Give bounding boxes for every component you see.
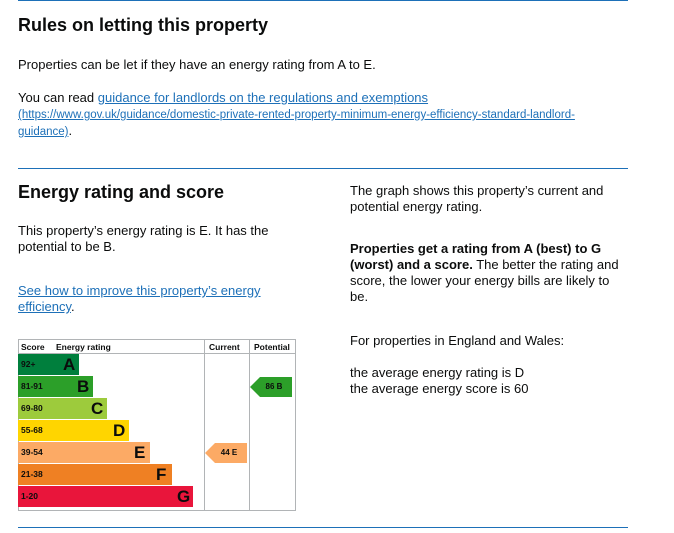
- energy-heading: Energy rating and score: [18, 182, 225, 202]
- band-bar-e: [50, 442, 150, 463]
- potential-rating-arrow: 86 B: [250, 377, 292, 397]
- rating-explanation: Properties get a rating from A (best) to…: [350, 241, 620, 305]
- guidance-suffix: .: [68, 123, 73, 138]
- band-letter-g: G: [177, 487, 191, 506]
- chart-header-divider: [18, 353, 296, 354]
- band-letter-c: C: [91, 399, 104, 418]
- guidance-url-line2[interactable]: guidance): [18, 126, 69, 138]
- guidance-prefix: You can read: [18, 90, 98, 105]
- band-bar-g: [50, 486, 193, 507]
- band-score-e: 39-54: [18, 442, 50, 463]
- band-letter-f: F: [156, 465, 167, 484]
- header-current: Current: [209, 342, 240, 352]
- header-score: Score: [21, 342, 45, 352]
- band-bar-f: [50, 464, 172, 485]
- band-bar-d: [50, 420, 129, 441]
- band-score-f: 21-38: [18, 464, 50, 485]
- guidance-url-line1[interactable]: (https://www.gov.uk/guidance/domestic-pr…: [18, 109, 575, 121]
- top-divider: [18, 0, 628, 1]
- band-score-c: 69-80: [18, 398, 50, 419]
- band-score-a: 92+: [18, 354, 50, 375]
- improve-suffix: .: [71, 299, 75, 314]
- rules-heading: Rules on letting this property: [18, 15, 269, 35]
- improve-paragraph: See how to improve this property’s energ…: [18, 283, 293, 315]
- average-score: the average energy score is 60: [350, 381, 529, 396]
- middle-divider: [18, 168, 628, 169]
- rating-explanation-bold: Properties get a rating from A (best) to…: [350, 241, 602, 272]
- region-text: For properties in England and Wales:: [350, 333, 565, 348]
- rules-paragraph: Properties can be let if they have an en…: [18, 57, 376, 72]
- energy-summary: This property’s energy rating is E. It h…: [18, 223, 269, 254]
- chart-potential-divider: [249, 339, 250, 511]
- graph-description: The graph shows this property’s current …: [350, 183, 604, 214]
- improve-link[interactable]: See how to improve this property’s energ…: [18, 283, 261, 314]
- band-letter-a: A: [63, 355, 76, 374]
- band-score-d: 55-68: [18, 420, 50, 441]
- band-letter-b: B: [77, 377, 90, 396]
- energy-rating-chart: Score Energy rating Current Potential 92…: [18, 339, 296, 511]
- header-potential: Potential: [254, 342, 290, 352]
- band-bar-b: [50, 376, 93, 397]
- band-score-g: 1-20: [18, 486, 50, 507]
- current-rating-arrow: 44 E: [205, 443, 247, 463]
- average-rating: the average energy rating is D: [350, 365, 525, 380]
- band-letter-e: E: [134, 443, 146, 462]
- header-energy-rating: Energy rating: [56, 342, 111, 352]
- band-bar-c: [50, 398, 107, 419]
- band-bar-a: [50, 354, 79, 375]
- rating-explanation-rest: The better the rating and score, the low…: [350, 257, 619, 304]
- guidance-paragraph: You can read guidance for landlords on t…: [18, 90, 618, 140]
- bottom-divider: [18, 527, 628, 528]
- band-letter-d: D: [113, 421, 126, 440]
- chart-current-divider: [204, 339, 205, 511]
- guidance-link[interactable]: guidance for landlords on the regulation…: [97, 90, 429, 105]
- band-score-b: 81-91: [18, 376, 50, 397]
